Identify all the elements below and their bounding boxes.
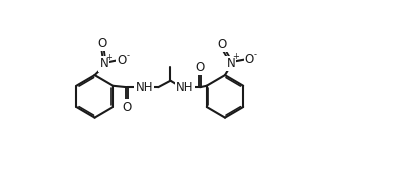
Text: -: - [254,50,257,59]
Text: O: O [117,54,126,67]
Text: NH: NH [176,81,194,94]
Text: N: N [100,57,108,70]
Text: +: + [105,53,112,62]
Text: O: O [196,61,205,74]
Text: O: O [245,53,254,66]
Text: +: + [232,52,239,61]
Text: O: O [123,101,132,113]
Text: O: O [98,37,107,50]
Text: -: - [126,51,129,60]
Text: O: O [218,38,227,51]
Text: N: N [226,57,235,70]
Text: NH: NH [135,81,153,94]
